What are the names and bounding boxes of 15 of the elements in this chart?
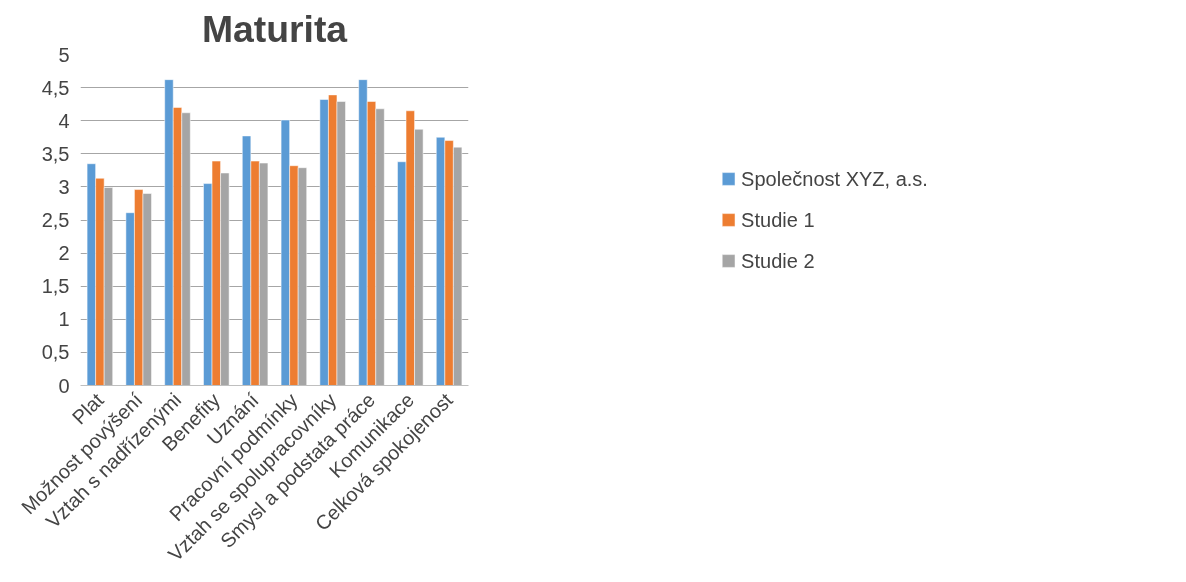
y-tick-label: 1,5 (41, 275, 70, 298)
y-tick-label: 2,5 (41, 209, 70, 231)
y-tick-label: 3 (58, 175, 70, 198)
y-tick-label: 5 (58, 43, 70, 66)
y-tick-label: 0,5 (41, 341, 70, 364)
legend-label: Studie 1 (741, 208, 815, 231)
chart-title: Maturita (201, 7, 348, 50)
legend-label: Společnost XYZ, a.s. (741, 167, 928, 190)
y-tick-label: 0 (58, 374, 70, 397)
legend-label: Studie 2 (741, 249, 815, 272)
y-tick-label: 2 (58, 242, 70, 265)
y-tick-label: 4 (58, 109, 70, 132)
y-tick-label: 4,5 (41, 76, 70, 99)
y-tick-label: 1 (58, 308, 70, 331)
y-tick-label: 3,5 (41, 142, 70, 165)
